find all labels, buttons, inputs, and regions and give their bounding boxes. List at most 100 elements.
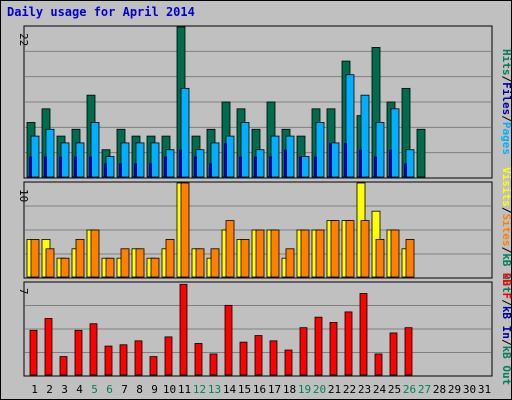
day-label: 5 <box>91 383 98 396</box>
day-label: 10 <box>163 383 176 396</box>
legend-entry: / <box>500 339 511 346</box>
bar-kbytes <box>284 349 293 376</box>
y-max-label: 22 <box>17 33 30 46</box>
bar-pages <box>404 163 407 177</box>
bar-kbytes <box>194 343 203 376</box>
panel-bottom: 7 kB F/kB In/kB Out <box>17 273 511 386</box>
bar-kbytes <box>179 283 188 376</box>
bar-sites <box>375 238 385 278</box>
bar-pages <box>119 163 122 177</box>
bar-sites <box>90 229 100 278</box>
day-label: 18 <box>283 383 296 396</box>
bar-files <box>210 142 220 178</box>
legend-bottom: kB F/kB In/kB Out <box>500 273 511 386</box>
bar-pages <box>389 149 392 177</box>
y-max-label: 10 <box>17 189 30 202</box>
bar-pages <box>329 142 332 177</box>
bar-kbytes <box>104 345 113 376</box>
legend-entry: Pages <box>500 122 511 155</box>
legend-entry: Visits <box>500 167 511 207</box>
bar-pages <box>224 142 227 177</box>
legend-top: Hits/Files/Pages <box>500 49 511 155</box>
bar-sites <box>180 182 190 278</box>
bar-files <box>60 142 70 178</box>
bar-kbytes <box>134 340 143 376</box>
chart-title: Daily usage for April 2014 <box>7 5 195 19</box>
bar-kbytes <box>74 329 83 376</box>
day-label: 16 <box>253 383 266 396</box>
legend-entry: / <box>500 76 511 83</box>
bar-pages <box>299 156 302 177</box>
bar-sites <box>75 238 85 278</box>
bar-sites <box>405 238 415 278</box>
bar-hits <box>416 128 426 178</box>
bar-sites <box>255 229 265 278</box>
bar-pages <box>254 156 257 177</box>
bar-kbytes <box>359 293 368 376</box>
bar-kbytes <box>149 356 158 376</box>
bar-pages <box>314 156 317 177</box>
day-label: 22 <box>343 383 356 396</box>
bar-sites <box>150 257 160 278</box>
bar-pages <box>104 163 107 177</box>
bar-sites <box>135 248 145 278</box>
bar-files <box>45 128 55 178</box>
day-label: 29 <box>448 383 461 396</box>
legend-entry: Hits <box>500 49 511 76</box>
bar-files <box>105 156 115 178</box>
day-label: 23 <box>358 383 371 396</box>
bar-sites <box>120 248 130 278</box>
bar-pages <box>149 163 152 177</box>
day-label: 1 <box>31 383 38 396</box>
bar-kbytes <box>374 353 383 376</box>
bar-pages <box>284 149 287 177</box>
bar-files <box>150 142 160 178</box>
bar-files <box>300 156 310 178</box>
bar-sites <box>300 229 310 278</box>
day-label: 20 <box>313 383 326 396</box>
bar-pages <box>239 156 242 177</box>
day-label: 8 <box>136 383 143 396</box>
bar-sites <box>360 220 370 278</box>
bar-pages <box>359 149 362 177</box>
y-max-label: 7 <box>17 288 30 295</box>
day-label: 27 <box>418 383 431 396</box>
bar-files <box>345 74 355 178</box>
bar-pages <box>344 142 347 177</box>
day-label: 25 <box>388 383 401 396</box>
bar-kbytes <box>29 329 38 376</box>
bar-pages <box>74 156 77 177</box>
bar-sites <box>270 229 280 278</box>
bar-pages <box>164 156 167 177</box>
bar-kbytes <box>404 327 413 376</box>
bar-sites <box>240 238 250 278</box>
bar-files <box>225 135 235 178</box>
bar-kbytes <box>299 327 308 376</box>
bar-sites <box>285 248 295 278</box>
bar-files <box>120 142 130 178</box>
legend-entry: / <box>500 207 511 214</box>
bar-files <box>180 87 190 178</box>
day-label: 19 <box>298 383 311 396</box>
bar-files <box>405 149 415 178</box>
legend-entry: Files <box>500 82 511 115</box>
bar-kbytes <box>89 323 98 376</box>
bar-kbytes <box>254 335 263 376</box>
bar-sites <box>45 248 55 278</box>
legend-entry: Sites <box>500 213 511 246</box>
legend-entry: / <box>500 299 511 306</box>
bar-sites <box>390 229 400 278</box>
bar-kbytes <box>224 304 233 376</box>
day-label: 14 <box>223 383 237 396</box>
bar-files <box>75 142 85 178</box>
bar-kbytes <box>344 311 353 376</box>
day-label: 2 <box>46 383 53 396</box>
bar-pages <box>194 156 197 177</box>
day-label: 17 <box>268 383 281 396</box>
day-label: 3 <box>61 383 68 396</box>
day-label: 26 <box>403 383 416 396</box>
day-label: 4 <box>76 383 83 396</box>
